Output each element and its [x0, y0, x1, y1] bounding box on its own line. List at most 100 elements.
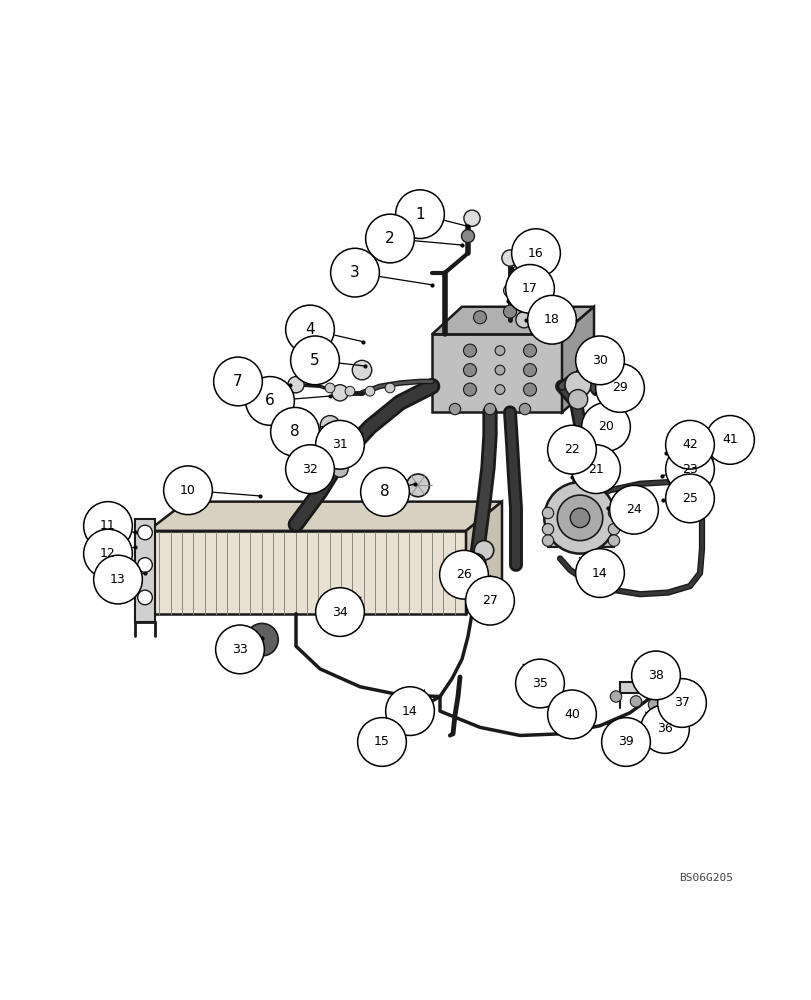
- Circle shape: [352, 360, 371, 380]
- Text: 25: 25: [681, 492, 697, 505]
- Text: 8: 8: [380, 484, 389, 499]
- Text: BS06G205: BS06G205: [679, 873, 732, 883]
- Circle shape: [645, 680, 658, 693]
- Text: 10: 10: [180, 484, 195, 497]
- Circle shape: [360, 468, 409, 516]
- Circle shape: [84, 529, 132, 578]
- Circle shape: [285, 445, 334, 494]
- Text: 14: 14: [591, 567, 607, 580]
- Circle shape: [662, 696, 673, 707]
- Circle shape: [601, 718, 650, 766]
- Circle shape: [647, 699, 659, 710]
- Circle shape: [511, 229, 560, 278]
- Polygon shape: [466, 502, 501, 614]
- Text: 42: 42: [681, 438, 697, 451]
- Text: 15: 15: [374, 735, 389, 748]
- Circle shape: [629, 696, 641, 707]
- Text: 16: 16: [527, 247, 543, 260]
- Text: 3: 3: [350, 265, 359, 280]
- Circle shape: [542, 535, 553, 546]
- Circle shape: [501, 250, 517, 266]
- Text: 35: 35: [531, 677, 547, 690]
- Circle shape: [581, 403, 629, 451]
- Circle shape: [93, 555, 142, 604]
- Text: 30: 30: [591, 354, 607, 367]
- Circle shape: [547, 425, 595, 474]
- Circle shape: [495, 385, 504, 394]
- Circle shape: [595, 364, 644, 412]
- Circle shape: [640, 705, 689, 753]
- Text: 5: 5: [310, 353, 320, 368]
- Circle shape: [138, 525, 152, 540]
- Circle shape: [515, 312, 531, 328]
- Circle shape: [609, 485, 658, 534]
- Text: 6: 6: [265, 393, 275, 408]
- Polygon shape: [148, 502, 501, 531]
- Circle shape: [461, 230, 474, 243]
- Circle shape: [533, 308, 546, 321]
- Text: 29: 29: [611, 381, 627, 394]
- Text: 39: 39: [617, 735, 633, 748]
- Circle shape: [523, 364, 536, 377]
- Circle shape: [330, 248, 379, 297]
- Circle shape: [285, 305, 334, 354]
- Text: 14: 14: [401, 705, 418, 718]
- Circle shape: [547, 690, 595, 739]
- Text: 23: 23: [681, 463, 697, 476]
- Circle shape: [365, 214, 414, 263]
- Circle shape: [474, 541, 493, 560]
- Text: 20: 20: [598, 420, 613, 433]
- Circle shape: [631, 651, 680, 700]
- Circle shape: [332, 461, 348, 477]
- Circle shape: [495, 365, 504, 375]
- Circle shape: [406, 474, 429, 497]
- Circle shape: [324, 383, 334, 393]
- Text: 1: 1: [414, 207, 424, 222]
- Circle shape: [523, 383, 536, 396]
- Circle shape: [665, 474, 714, 523]
- Circle shape: [332, 385, 348, 401]
- Circle shape: [505, 265, 554, 313]
- Circle shape: [665, 445, 714, 494]
- Circle shape: [571, 445, 620, 494]
- Text: 40: 40: [564, 708, 579, 721]
- Text: 21: 21: [587, 463, 603, 476]
- Circle shape: [138, 558, 152, 572]
- Circle shape: [556, 495, 602, 541]
- Circle shape: [569, 508, 589, 528]
- Circle shape: [692, 446, 706, 460]
- Polygon shape: [561, 307, 594, 412]
- Circle shape: [463, 383, 476, 396]
- Text: 32: 32: [302, 463, 317, 476]
- Circle shape: [463, 344, 476, 357]
- Circle shape: [365, 386, 375, 396]
- Text: 34: 34: [332, 606, 347, 619]
- Polygon shape: [135, 519, 155, 622]
- Circle shape: [290, 336, 339, 385]
- Text: 22: 22: [564, 443, 579, 456]
- Circle shape: [543, 482, 615, 554]
- Text: 17: 17: [521, 282, 537, 295]
- Circle shape: [568, 390, 587, 409]
- Circle shape: [84, 502, 132, 550]
- Text: 24: 24: [625, 503, 641, 516]
- Circle shape: [315, 420, 364, 469]
- Text: 11: 11: [100, 519, 116, 532]
- Polygon shape: [148, 531, 466, 614]
- Circle shape: [684, 438, 714, 468]
- Text: 7: 7: [233, 374, 242, 389]
- Text: 8: 8: [290, 424, 299, 439]
- Circle shape: [610, 691, 621, 702]
- Text: 4: 4: [305, 322, 315, 337]
- Circle shape: [705, 416, 753, 464]
- Circle shape: [395, 190, 444, 239]
- Circle shape: [164, 466, 212, 515]
- Text: 33: 33: [232, 643, 247, 656]
- Circle shape: [246, 623, 278, 656]
- Text: 27: 27: [482, 594, 497, 607]
- Circle shape: [527, 295, 576, 344]
- Text: 36: 36: [656, 722, 672, 735]
- Circle shape: [676, 689, 687, 701]
- Circle shape: [542, 507, 553, 519]
- Circle shape: [607, 524, 619, 535]
